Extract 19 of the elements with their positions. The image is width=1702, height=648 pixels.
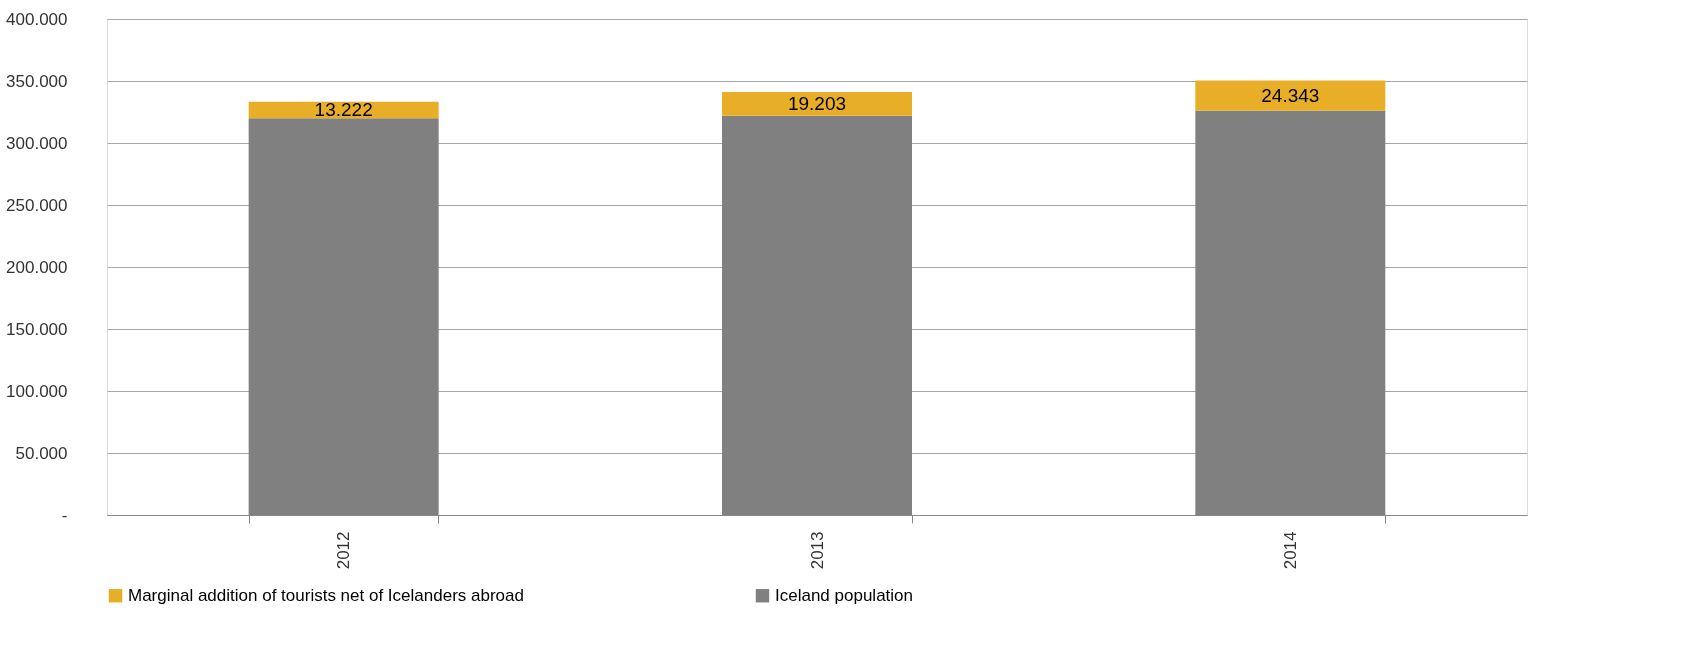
y-tick-label: 150.000 — [6, 319, 68, 339]
bar — [1195, 80, 1386, 111]
y-tick-label: 400.000 — [6, 9, 68, 29]
x-tick-label: 2013 — [807, 531, 827, 570]
y-tick-label: 350.000 — [6, 71, 68, 91]
y-tick-label: - — [61, 505, 68, 525]
y-tick-label: 300.000 — [6, 133, 68, 153]
x-tick-label: 2012 — [334, 531, 354, 570]
data-label: 19.203 — [787, 92, 847, 114]
data-label: 24.343 — [1261, 84, 1320, 106]
y-tick-label: 100.000 — [6, 381, 68, 401]
y-tick-label: 200.000 — [6, 257, 68, 277]
data-label: 13.222 — [314, 99, 373, 120]
x-tick-label: 2014 — [1280, 531, 1300, 570]
legend-label: Marginal addition of tourists net of Icelanders abroad — [128, 585, 524, 605]
y-tick-label: 50.000 — [15, 443, 68, 463]
legend-label: Iceland population — [775, 585, 914, 605]
bar — [722, 91, 912, 116]
y-tick-label: 250.000 — [6, 195, 68, 215]
